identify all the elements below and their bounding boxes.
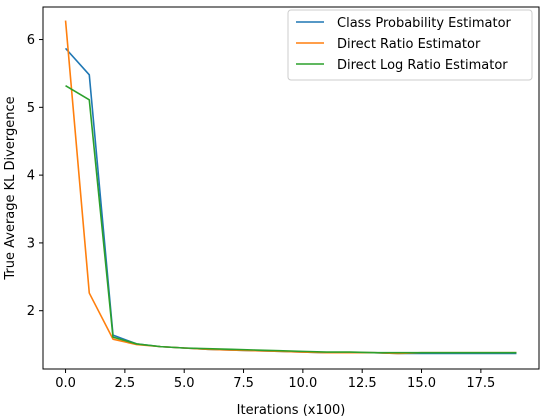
- legend-label: Direct Ratio Estimator: [337, 37, 481, 52]
- x-tick-label: 0.0: [55, 376, 76, 391]
- y-tick-label: 3: [27, 236, 35, 251]
- x-tick-label: 10.0: [288, 376, 317, 391]
- legend: Class Probability Estimator Direct Ratio …: [287, 9, 533, 81]
- legend-label: Direct Log Ratio Estimator: [337, 58, 508, 73]
- x-tick-label: 12.5: [348, 376, 377, 391]
- y-axis-label: True Average KL Divergence: [3, 96, 18, 280]
- series-layer: [64, 20, 517, 355]
- y-tick-label: 4: [27, 169, 35, 184]
- y-tick-label: 5: [27, 101, 35, 116]
- x-tick-label: 17.5: [466, 376, 495, 391]
- y-axis-ticks: 2 3 4 5 6: [27, 33, 43, 319]
- x-tick-label: 7.5: [233, 376, 254, 391]
- y-tick-label: 2: [27, 304, 35, 319]
- legend-box: [287, 9, 533, 81]
- x-tick-label: 15.0: [407, 376, 436, 391]
- x-axis-label: Iterations (x100): [237, 403, 346, 418]
- x-axis-ticks: 0.0 2.5 5.0 7.5 10.0 12.5 15.0 17.5: [55, 369, 495, 391]
- legend-items: Class Probability Estimator Direct Ratio …: [296, 16, 512, 73]
- x-tick-label: 2.5: [115, 376, 136, 391]
- series-line-3: [65, 84, 517, 354]
- plot-frame: [42, 6, 540, 370]
- x-tick-label: 5.0: [174, 376, 195, 391]
- legend-label: Class Probability Estimator: [337, 16, 512, 31]
- y-tick-label: 6: [27, 33, 35, 48]
